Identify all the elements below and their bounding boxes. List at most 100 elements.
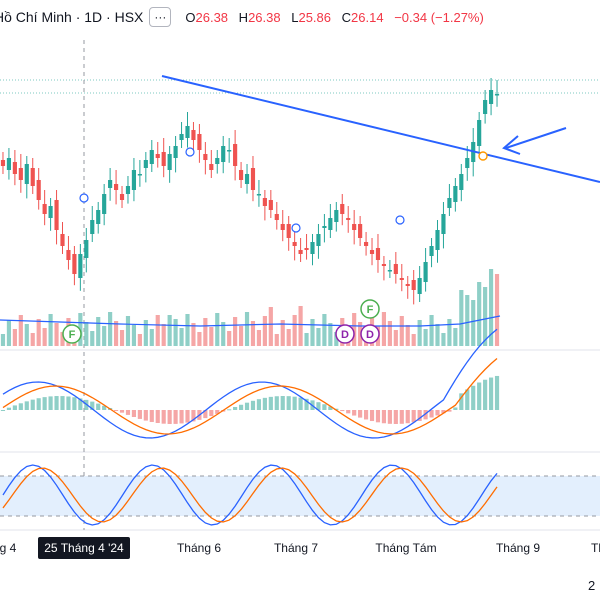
candle-body <box>244 174 250 184</box>
volume-bar <box>250 321 256 346</box>
stochastic-k-line <box>2 464 498 526</box>
signal-marker <box>79 193 89 203</box>
volume-bar <box>60 332 65 346</box>
volume-bar <box>381 312 387 346</box>
ohlc-change: −0.34 (−1.27%) <box>394 9 484 25</box>
macd-pane <box>0 328 500 439</box>
candle-body <box>494 94 500 96</box>
symbol-title[interactable]: Hồ Chí Minh · 1D · HSX <box>0 9 144 25</box>
macd-histogram-bar <box>60 396 65 410</box>
stochastic-band <box>0 476 600 516</box>
candle-body <box>84 240 89 258</box>
macd-histogram-bar <box>465 389 470 410</box>
volume-bar <box>417 320 422 346</box>
macd-histogram-bar <box>209 410 214 417</box>
volume-bar <box>328 323 333 346</box>
volume-bar <box>411 334 416 346</box>
ohlc-open: 26.38 <box>195 9 229 25</box>
volume-bar <box>292 315 297 346</box>
macd-histogram-bar <box>191 410 196 422</box>
candle-body <box>203 154 208 160</box>
candle-body <box>12 162 17 174</box>
macd-histogram-bar <box>131 410 137 418</box>
macd-histogram-bar <box>483 379 488 410</box>
ohlc-key-high: H <box>238 9 249 25</box>
dividend-marker-letter: D <box>341 329 349 341</box>
macd-histogram-bar <box>363 410 369 420</box>
candle-body <box>334 210 339 222</box>
volume-bar <box>36 319 41 346</box>
fundamental-marker-letter: F <box>367 304 374 316</box>
macd-histogram-bar <box>149 410 154 422</box>
macd-histogram-bar <box>304 398 309 410</box>
macd-histogram-bar <box>423 410 428 420</box>
ohlc-high: 26.38 <box>248 9 281 25</box>
macd-histogram-bar <box>36 398 41 410</box>
volume-bar <box>102 326 107 346</box>
macd-histogram-bar <box>340 410 345 412</box>
macd-histogram-bar <box>24 401 29 410</box>
macd-histogram-bar <box>393 410 398 424</box>
candle-body <box>60 234 65 246</box>
candle-body <box>113 184 119 190</box>
candle-body <box>0 160 6 166</box>
volume-bar <box>209 327 214 346</box>
candle-body <box>274 214 279 220</box>
volume-bar <box>12 329 17 346</box>
volume-bar <box>477 282 482 346</box>
candle-body <box>72 254 77 274</box>
candle-body <box>310 242 315 254</box>
candle-body <box>143 160 148 168</box>
candle-body <box>30 168 35 186</box>
candle-body <box>167 154 172 170</box>
volume-bar <box>119 330 125 346</box>
candle-body <box>18 168 23 180</box>
x-tick-label: g 4 <box>0 541 17 555</box>
macd-histogram-bar <box>78 398 83 410</box>
macd-histogram-bar <box>280 396 285 410</box>
macd-histogram-bar <box>161 410 166 424</box>
candle-body <box>387 270 392 272</box>
candle-body <box>215 158 220 164</box>
volume-bar <box>191 323 196 346</box>
volume-bar <box>221 322 226 346</box>
candle-body <box>48 206 53 218</box>
macd-histogram-bar <box>0 410 6 411</box>
ohlc-key-low: L <box>291 9 299 25</box>
volume-bar <box>393 330 398 346</box>
candle-body <box>137 174 142 176</box>
candle-body <box>417 278 422 294</box>
volume-bar <box>298 306 303 346</box>
volume-bar <box>405 325 410 346</box>
candle-body <box>328 218 333 230</box>
candle-body <box>465 158 470 168</box>
macd-histogram-bar <box>42 397 47 410</box>
candle-body <box>185 126 190 138</box>
candle-body <box>250 168 256 190</box>
candle-body <box>161 152 166 166</box>
candle-body <box>36 180 41 200</box>
macd-histogram-bar <box>244 402 250 410</box>
volume-bar <box>274 334 279 346</box>
candle-body <box>238 170 244 180</box>
volume-bar <box>435 324 440 346</box>
macd-histogram-bar <box>233 406 238 410</box>
candle-body <box>352 224 357 230</box>
grid <box>0 40 600 531</box>
candle-body <box>488 90 494 104</box>
candle-body <box>441 214 446 234</box>
candle-body <box>346 218 351 220</box>
volume-bar <box>203 318 208 346</box>
volume-bar <box>286 329 291 346</box>
candle-body <box>6 158 12 170</box>
candle-body <box>369 250 375 254</box>
macd-histogram-bar <box>66 396 71 410</box>
candle-body <box>78 254 83 278</box>
more-options-icon[interactable]: ··· <box>149 7 172 27</box>
x-tick-label: Th <box>590 541 600 555</box>
dividend-marker <box>335 324 355 344</box>
volume-bar <box>233 317 238 346</box>
candle-body <box>227 150 232 152</box>
